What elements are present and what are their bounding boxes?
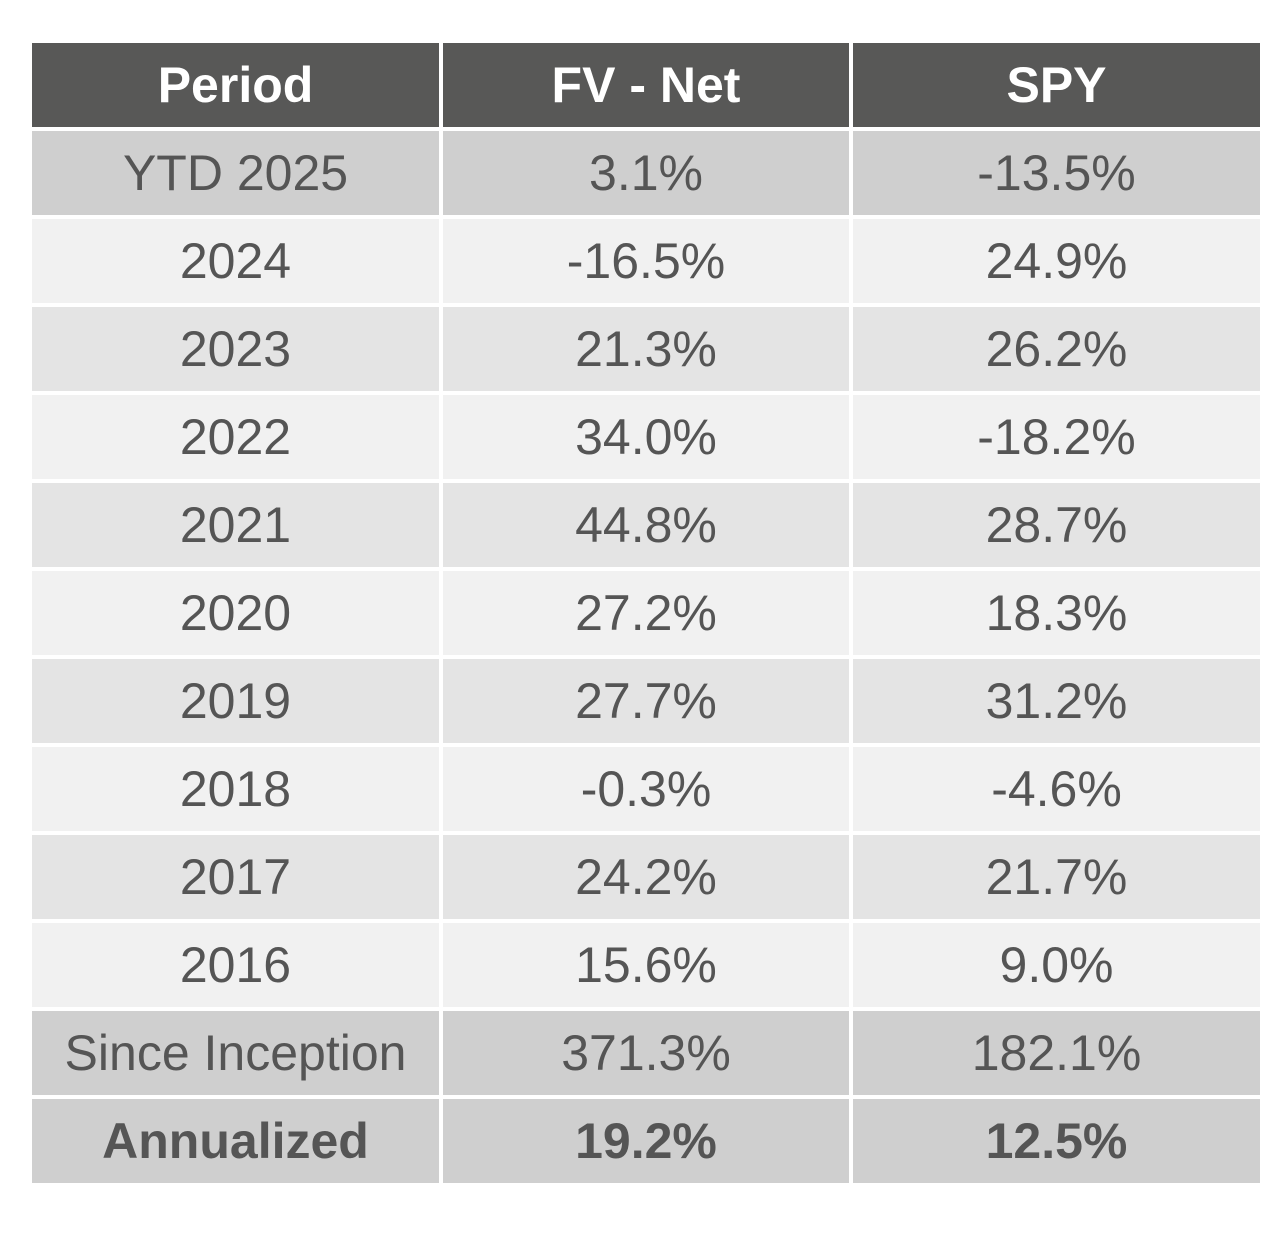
spy-cell: 21.7% xyxy=(849,831,1260,923)
table-row: 2023 21.3% 26.2% xyxy=(32,303,1260,395)
table-row: 2021 44.8% 28.7% xyxy=(32,479,1260,571)
fv-net-cell: 21.3% xyxy=(439,303,853,395)
spy-cell: 28.7% xyxy=(849,479,1260,571)
fv-net-cell: -16.5% xyxy=(439,215,853,307)
period-cell: 2018 xyxy=(32,743,443,835)
fv-net-cell: 44.8% xyxy=(439,479,853,571)
period-cell: YTD 2025 xyxy=(32,127,443,219)
table-body: YTD 2025 3.1% -13.5% 2024 -16.5% 24.9% 2023 21.… xyxy=(32,127,1260,1183)
fv-net-cell: 371.3% xyxy=(439,1007,853,1099)
table-row: YTD 2025 3.1% -13.5% xyxy=(32,127,1260,219)
fv-net-cell: -0.3% xyxy=(439,743,853,835)
table-row: 2017 24.2% 21.7% xyxy=(32,831,1260,923)
period-cell: 2017 xyxy=(32,831,443,923)
period-cell: 2020 xyxy=(32,567,443,659)
table-header-row: Period FV - Net SPY xyxy=(32,43,1260,131)
table-row: 2022 34.0% -18.2% xyxy=(32,391,1260,483)
fv-net-cell: 15.6% xyxy=(439,919,853,1011)
fv-net-cell: 27.7% xyxy=(439,655,853,747)
fv-net-cell: 19.2% xyxy=(439,1095,853,1183)
period-cell: 2022 xyxy=(32,391,443,483)
spy-cell: 24.9% xyxy=(849,215,1260,307)
table-row: Since Inception 371.3% 182.1% xyxy=(32,1007,1260,1099)
period-cell: 2021 xyxy=(32,479,443,571)
column-header-spy: SPY xyxy=(849,43,1260,131)
period-cell: Since Inception xyxy=(32,1007,443,1099)
spy-cell: 182.1% xyxy=(849,1007,1260,1099)
spy-cell: 26.2% xyxy=(849,303,1260,395)
performance-table: Period FV - Net SPY YTD 2025 3.1% -13.5% 20… xyxy=(32,43,1260,1183)
period-cell: 2023 xyxy=(32,303,443,395)
column-header-fv-net: FV - Net xyxy=(439,43,853,131)
column-header-period: Period xyxy=(32,43,443,131)
fv-net-cell: 3.1% xyxy=(439,127,853,219)
fv-net-cell: 34.0% xyxy=(439,391,853,483)
spy-cell: 31.2% xyxy=(849,655,1260,747)
table-row: 2019 27.7% 31.2% xyxy=(32,655,1260,747)
period-cell: Annualized xyxy=(32,1095,443,1183)
table-row: 2018 -0.3% -4.6% xyxy=(32,743,1260,835)
spy-cell: 9.0% xyxy=(849,919,1260,1011)
spy-cell: -18.2% xyxy=(849,391,1260,483)
spy-cell: 12.5% xyxy=(849,1095,1260,1183)
table-row: 2020 27.2% 18.3% xyxy=(32,567,1260,659)
spy-cell: -4.6% xyxy=(849,743,1260,835)
table-row: 2016 15.6% 9.0% xyxy=(32,919,1260,1011)
period-cell: 2024 xyxy=(32,215,443,307)
spy-cell: -13.5% xyxy=(849,127,1260,219)
table-row: Annualized 19.2% 12.5% xyxy=(32,1095,1260,1183)
fv-net-cell: 27.2% xyxy=(439,567,853,659)
period-cell: 2016 xyxy=(32,919,443,1011)
fv-net-cell: 24.2% xyxy=(439,831,853,923)
period-cell: 2019 xyxy=(32,655,443,747)
table-row: 2024 -16.5% 24.9% xyxy=(32,215,1260,307)
spy-cell: 18.3% xyxy=(849,567,1260,659)
